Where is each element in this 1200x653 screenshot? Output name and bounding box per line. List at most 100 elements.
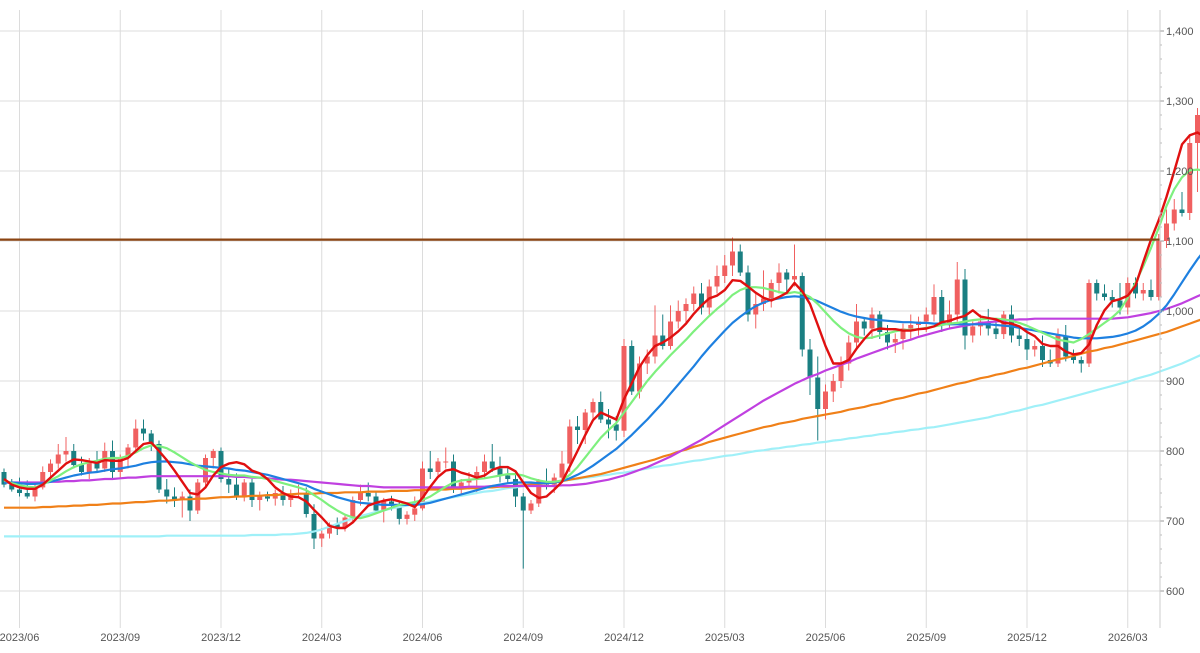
candle-body — [823, 391, 828, 409]
candle — [226, 468, 232, 493]
candle — [730, 237, 735, 276]
candle — [1148, 279, 1154, 301]
candle — [598, 391, 604, 423]
candle — [210, 448, 216, 469]
candle — [900, 323, 906, 350]
candle-body — [342, 517, 348, 528]
candle — [513, 472, 518, 507]
candle-body — [86, 461, 92, 472]
candle-body — [482, 461, 487, 472]
candle — [691, 286, 697, 311]
y-tick-label: 1,000 — [1166, 306, 1194, 318]
candle-body — [117, 458, 123, 472]
x-tick-label: 2025/03 — [705, 632, 745, 644]
candle — [838, 356, 844, 388]
candle-body — [1086, 283, 1092, 364]
candle-body — [559, 463, 565, 478]
candle-body — [210, 451, 216, 458]
candle-body — [954, 279, 960, 315]
candle-body — [621, 346, 627, 431]
candle — [962, 269, 968, 350]
candle — [652, 305, 658, 364]
candle-body — [582, 412, 588, 430]
candle-body — [1001, 314, 1007, 335]
candle — [892, 333, 898, 353]
ma-line-short — [3, 131, 1200, 530]
candle-body — [528, 503, 534, 511]
moving-average-lines — [3, 131, 1200, 538]
candle-body — [854, 321, 859, 343]
candle — [590, 398, 596, 420]
candle-body — [17, 489, 22, 493]
candle — [319, 528, 325, 547]
y-tick-label: 900 — [1166, 376, 1184, 388]
candle-body — [900, 328, 906, 339]
candle — [412, 496, 418, 521]
candle-body — [1164, 223, 1169, 241]
candle — [1140, 283, 1146, 301]
candle — [706, 279, 712, 315]
candle-body — [133, 428, 139, 448]
candle-body — [55, 454, 61, 464]
candle-body — [1171, 209, 1177, 224]
candle-body — [1156, 241, 1162, 297]
candle — [48, 459, 53, 478]
candle — [1109, 290, 1115, 308]
candle-body — [699, 293, 704, 308]
candle — [55, 444, 61, 469]
ma-line-52 — [4, 293, 1200, 489]
candle — [621, 339, 627, 437]
x-tick-label: 2025/09 — [906, 632, 946, 644]
candle-body — [1140, 290, 1146, 294]
candle — [606, 409, 611, 439]
candle — [737, 244, 743, 276]
candle — [675, 300, 681, 329]
candle — [799, 272, 805, 357]
candle — [311, 504, 317, 549]
candle — [761, 270, 766, 311]
candle — [1102, 284, 1107, 301]
candle — [954, 262, 960, 322]
candle-body — [1117, 300, 1123, 308]
candle-body — [40, 472, 46, 488]
candle-body — [319, 533, 325, 539]
candle-body — [838, 363, 844, 381]
candle-body — [350, 500, 356, 518]
candle-body — [1016, 335, 1022, 339]
candle-body — [141, 428, 146, 434]
candle-body — [125, 447, 131, 458]
candle-body — [265, 496, 270, 499]
x-tick-label: 2023/12 — [201, 632, 241, 644]
candle-body — [606, 419, 611, 425]
y-tick-label: 1,100 — [1166, 236, 1194, 248]
candle-body — [1133, 283, 1138, 294]
candle — [272, 489, 278, 506]
candle-body — [358, 493, 363, 500]
candle-body — [9, 484, 15, 490]
candle — [1, 468, 7, 488]
candle-body — [737, 251, 743, 273]
candle-body — [598, 402, 604, 420]
candle-body — [164, 489, 170, 497]
candle — [404, 511, 410, 525]
candle-body — [389, 501, 394, 506]
candle — [815, 356, 821, 441]
candle — [288, 489, 294, 507]
candle-body — [807, 349, 813, 378]
candle — [784, 269, 790, 294]
candle-body — [575, 426, 580, 430]
candle — [1187, 136, 1193, 220]
candle — [334, 517, 340, 535]
x-tick-label: 2026/03 — [1108, 632, 1148, 644]
candle-body — [1109, 297, 1115, 301]
candle-body — [474, 472, 480, 479]
candle — [1016, 328, 1022, 346]
candle — [1195, 108, 1200, 192]
candle-body — [590, 402, 596, 413]
candle — [559, 451, 565, 483]
y-tick-label: 600 — [1166, 586, 1184, 598]
candle-body — [730, 251, 735, 266]
candle-body — [195, 482, 201, 511]
candle-body — [63, 451, 69, 455]
candle-body — [187, 496, 193, 511]
